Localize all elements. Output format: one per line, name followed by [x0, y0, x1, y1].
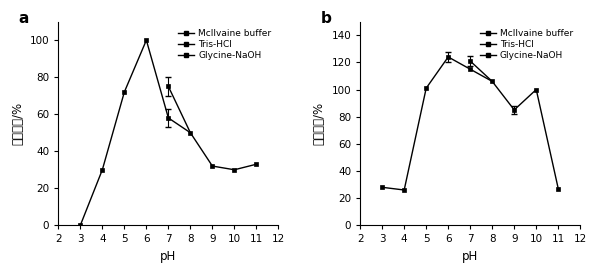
Text: a: a	[19, 12, 29, 27]
Legend: Mcllvaine buffer, Tris-HCl, Glycine-NaOH: Mcllvaine buffer, Tris-HCl, Glycine-NaOH	[477, 26, 576, 63]
X-axis label: pH: pH	[462, 250, 478, 263]
Text: b: b	[321, 12, 331, 27]
Legend: Mcllvaine buffer, Tris-HCl, Glycine-NaOH: Mcllvaine buffer, Tris-HCl, Glycine-NaOH	[175, 26, 274, 63]
Y-axis label: 相对酶活/%: 相对酶活/%	[11, 102, 24, 145]
X-axis label: pH: pH	[160, 250, 176, 263]
Y-axis label: 相对酶活/%: 相对酶活/%	[313, 102, 326, 145]
